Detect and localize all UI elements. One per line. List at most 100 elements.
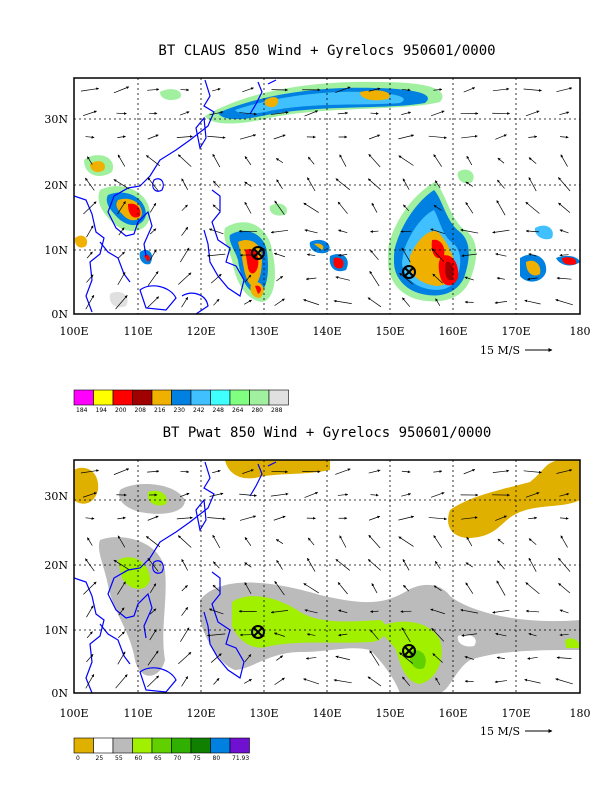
wind-arrow	[556, 469, 573, 474]
wind-arrow	[244, 582, 252, 595]
wind-arrow	[307, 156, 315, 165]
wind-arrow	[434, 560, 441, 569]
wind-arrow	[149, 608, 157, 615]
wind-arrow	[213, 180, 220, 188]
wind-arrow	[465, 202, 474, 214]
wind-arrow	[270, 111, 289, 115]
wind-arrow	[212, 584, 220, 592]
wind-arrow	[430, 492, 445, 498]
wind-arrow	[181, 297, 189, 308]
wind-arrow	[497, 157, 505, 164]
wind-arrow	[147, 296, 160, 309]
wind-arrow	[210, 273, 222, 284]
lat-tick: 30N	[44, 490, 68, 503]
wind-arrow	[83, 581, 97, 595]
lon-tick: 150E	[375, 325, 404, 338]
wind-arrow	[433, 204, 442, 211]
wind-arrow	[276, 559, 283, 570]
wind-arrow	[213, 298, 220, 306]
colorbar-label: 0	[76, 755, 80, 762]
wind-arrow	[523, 470, 542, 474]
wind-arrow	[85, 674, 95, 689]
wind-arrow	[460, 608, 479, 614]
map-frame	[73, 459, 581, 694]
wind-arrow	[244, 299, 252, 305]
wind-arrow	[496, 580, 506, 596]
wind-arrow	[115, 295, 128, 310]
wind-arrow	[307, 177, 316, 192]
wind-arrow	[180, 247, 190, 263]
wind-arrow	[213, 561, 220, 569]
wind-arrow	[527, 656, 538, 660]
wind-arrow	[523, 88, 542, 92]
lat-tick: 0N	[51, 687, 68, 700]
wind-arrow	[85, 558, 95, 572]
wind-arrow	[147, 134, 159, 140]
wind-arrow	[338, 609, 348, 614]
wind-arrow	[207, 517, 226, 521]
wind-arrow	[213, 677, 220, 685]
wind-arrow	[274, 580, 285, 596]
wind-arrow	[528, 557, 537, 572]
wind-arrow	[492, 469, 510, 473]
wind-arrow	[370, 112, 379, 115]
wind-arrow	[399, 272, 413, 285]
wind-arrow	[560, 535, 568, 548]
wind-arrow	[149, 228, 157, 235]
wind-arrow	[492, 609, 510, 614]
colorbar-swatch	[93, 737, 114, 754]
wind-arrow	[524, 299, 541, 305]
wind-arrow	[492, 87, 510, 92]
wind-arrow	[465, 562, 473, 568]
wind-arrow	[528, 516, 538, 520]
colorbar-label: 216	[154, 407, 166, 414]
wind-arrow	[430, 228, 445, 235]
wind-arrow	[368, 534, 381, 549]
colorbar-swatch	[229, 389, 250, 406]
colorbar-swatch	[210, 389, 231, 406]
wind-arrow	[460, 228, 479, 234]
wind-arrow	[117, 201, 126, 215]
wind-arrow	[212, 153, 221, 168]
wind-arrow	[303, 299, 320, 306]
colorbar-swatch	[73, 389, 94, 406]
colorbar-label: 75	[193, 755, 201, 762]
wind-arrow	[401, 111, 412, 115]
colorbar-swatch	[132, 737, 153, 754]
lon-tick: 140E	[312, 707, 341, 720]
wind-arrow	[273, 252, 286, 258]
wind-arrow	[333, 299, 352, 304]
wind-arrow	[244, 181, 252, 187]
wind-arrow	[337, 201, 348, 214]
wind-arrow	[147, 558, 159, 572]
wind-arrow	[433, 470, 443, 473]
wind-arrow	[494, 301, 508, 305]
wind-arrow	[276, 655, 284, 661]
colorbar-swatch	[151, 737, 172, 754]
wind-arrow	[82, 492, 97, 498]
wind-arrow	[118, 251, 125, 259]
wind-arrow	[428, 517, 447, 521]
colorbar-label: 80	[213, 755, 221, 762]
reference-vector-label: 15 M/S	[480, 725, 520, 738]
colorbar-swatch	[190, 737, 211, 754]
wind-arrow	[113, 468, 130, 475]
wind-arrow	[528, 157, 537, 164]
wind-arrow	[274, 677, 285, 686]
wind-arrow	[367, 297, 382, 308]
wind-arrow	[525, 609, 540, 613]
wind-arrow	[306, 633, 316, 636]
colorbar-label: 280	[252, 407, 264, 414]
wind-arrow	[270, 492, 289, 497]
lat-lon-grid	[74, 460, 580, 693]
wind-arrow	[304, 110, 319, 117]
wind-arrow	[402, 297, 411, 307]
lat-tick: 10N	[44, 244, 68, 257]
wind-arrow	[244, 156, 252, 166]
wind-arrow	[207, 633, 226, 637]
wind-arrow	[212, 204, 220, 212]
wind-arrow	[369, 270, 380, 287]
wind-arrow	[275, 158, 284, 164]
wind-arrow	[335, 86, 351, 93]
colorbar-label: 65	[154, 755, 162, 762]
